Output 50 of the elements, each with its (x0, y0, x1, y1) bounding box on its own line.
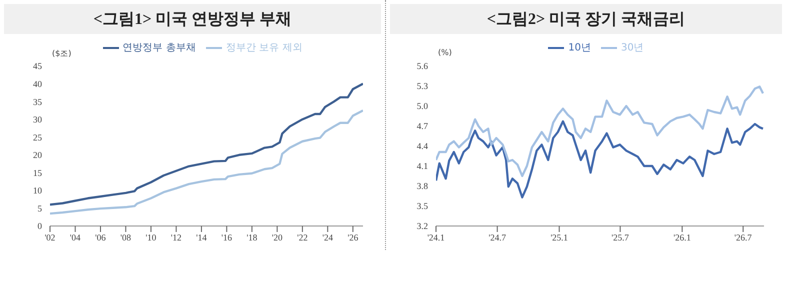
x-tick-label: '10 (146, 232, 157, 242)
y-tick-label: 15 (33, 168, 42, 178)
line-series (50, 109, 363, 215)
y-tick-label: 4.4 (416, 141, 428, 152)
legend-label: 연방정부 총부채 (122, 42, 196, 54)
x-tick-label: '18 (246, 232, 258, 242)
y-tick-label: 45 (33, 61, 42, 72)
x-tick-label: '06 (95, 232, 106, 242)
y-tick-label: 5.0 (416, 101, 428, 112)
y-tick-label: 3.2 (416, 221, 428, 232)
line-series (436, 86, 764, 178)
y-tick-label: 40 (33, 78, 42, 89)
y-tick-label: 25 (33, 132, 42, 142)
chart-title: <그림1> 미국 연방정부 부채 (4, 4, 381, 34)
x-tick-label: '02 (44, 232, 56, 242)
x-tick-label: '24.1 (427, 232, 445, 242)
x-tick-label: '25.1 (550, 232, 568, 242)
y-tick-label: 3.5 (416, 201, 428, 212)
y-tick-label: 20 (33, 150, 42, 160)
legend-label: 정부간 보유 제외 (226, 42, 302, 54)
y-tick-label: 30 (33, 114, 42, 125)
x-tick-label: '22 (297, 232, 308, 242)
x-tick-label: '20 (272, 232, 283, 242)
x-tick-label: '24.7 (488, 232, 506, 242)
y-tick-label: 35 (33, 96, 42, 107)
x-tick-label: '16 (221, 232, 233, 242)
x-tick-label: '24 (322, 232, 334, 242)
y-tick-label: 5 (38, 203, 42, 214)
y-axis-title: (%) (438, 48, 452, 57)
x-tick-label: '14 (196, 232, 208, 242)
y-tick-label: 4.7 (416, 121, 428, 132)
x-tick-label: '08 (120, 232, 132, 242)
y-tick-label: 4.1 (416, 161, 428, 172)
y-tick-label: 3.8 (416, 181, 428, 192)
x-tick-label: '26 (348, 232, 359, 242)
y-tick-label: 5.3 (416, 81, 428, 92)
legend-label: 10년 (568, 42, 591, 54)
y-tick-label: 10 (33, 186, 42, 196)
chart-title: <그림2> 미국 장기 국채금리 (390, 4, 782, 34)
line-series (50, 82, 363, 206)
y-tick-label: 5.6 (416, 61, 428, 72)
y-tick-label: 0 (38, 221, 42, 232)
x-tick-label: '12 (170, 232, 182, 242)
x-tick-label: '26.7 (734, 232, 752, 242)
legend-label: 30년 (621, 42, 644, 54)
x-tick-label: '25.7 (612, 232, 630, 242)
x-tick-label: '04 (70, 232, 82, 242)
line-series (436, 120, 764, 198)
y-axis-title: ($조) (52, 48, 72, 59)
x-tick-label: '26.1 (673, 232, 691, 242)
